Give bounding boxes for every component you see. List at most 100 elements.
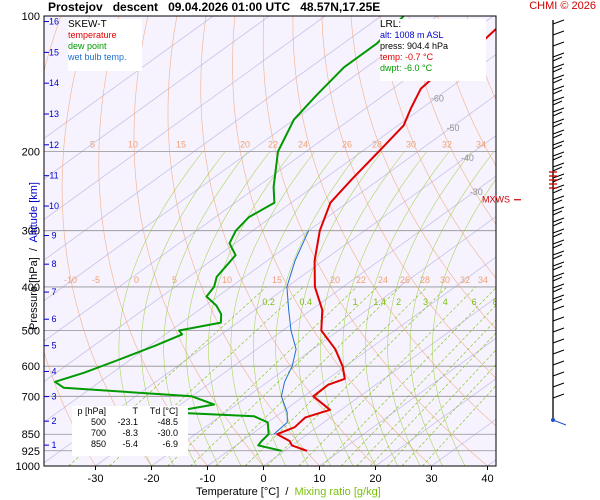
isotherm-label: -50 xyxy=(446,123,459,133)
dry-adiabat-label: 22 xyxy=(356,275,366,285)
mixing-ratio-label: 6 xyxy=(472,297,477,307)
temperature-tick-label: 30 xyxy=(425,473,437,485)
altitude-tick-label: 12 xyxy=(49,140,59,150)
level-table-row: 700 -8.3 -30.0 xyxy=(72,428,188,439)
x-axis-title: Temperature [°C] / Mixing ratio [g/kg] xyxy=(196,486,381,498)
wind-barb xyxy=(552,393,565,399)
isotherm-label: -10 °C xyxy=(507,241,533,251)
moist-adiabat-line xyxy=(365,151,450,466)
lrl-dwpt: dwpt: -6.0 °C xyxy=(380,63,433,73)
altitude-tick-label: 5 xyxy=(51,341,56,351)
dry-adiabat-label: 34 xyxy=(478,275,488,285)
wind-barb xyxy=(552,63,565,69)
isotherm-label: -30 xyxy=(470,187,483,197)
wind-barb xyxy=(552,56,563,62)
altitude-tick-label: 16 xyxy=(49,17,59,27)
mixing-ratio-line xyxy=(356,319,496,466)
mixing-ratio-label: 20 xyxy=(564,297,574,307)
pressure-tick-label: 400 xyxy=(22,282,40,294)
pressure-tick-label: 200 xyxy=(22,146,40,158)
wind-barb xyxy=(552,85,565,91)
dry-adiabat-line xyxy=(167,16,320,466)
credit-label: CHMI © 2026 xyxy=(529,0,596,12)
wind-barb xyxy=(552,217,565,223)
wind-barb xyxy=(552,338,565,344)
dry-adiabat-line xyxy=(200,16,376,466)
wind-barb xyxy=(552,283,565,289)
wind-barb xyxy=(552,151,565,157)
isotherm-line xyxy=(44,16,438,302)
level-table: p [hPa] T Td [°C] 500 -23.1 -48.5 700 -8… xyxy=(72,406,188,456)
wind-barb xyxy=(552,349,565,355)
lrl-info-box: LRL: alt: 1008 m ASL press: 904.4 hPa te… xyxy=(380,19,486,81)
wind-barb xyxy=(552,272,565,278)
mixing-ratio-line xyxy=(266,286,447,466)
dry-adiabat-label: 24 xyxy=(298,139,308,149)
moist-adiabat-line xyxy=(387,151,472,466)
table-header-td: Td [°C] xyxy=(149,406,178,416)
dry-adiabat-label: 26 xyxy=(400,275,410,285)
wind-barb xyxy=(552,327,565,333)
wind-barb xyxy=(552,96,565,102)
moist-adiabat-line xyxy=(185,151,271,466)
mixing-ratio-label: 8 xyxy=(493,297,498,307)
dry-adiabat-line xyxy=(133,16,264,466)
altitude-tick-label: 13 xyxy=(49,109,59,119)
level-table-row: 850 -5.4 -6.9 xyxy=(72,439,188,450)
altitude-tick-label: 8 xyxy=(51,259,56,269)
dry-adiabat-label: 32 xyxy=(442,139,452,149)
wind-barb xyxy=(552,140,565,146)
temperature-tick-label: 0 xyxy=(260,473,266,485)
wind-barb xyxy=(552,166,563,172)
sounding-mode: descent xyxy=(112,0,159,14)
wind-barb xyxy=(552,294,565,300)
isotherm-line xyxy=(319,337,496,466)
isotherm-line xyxy=(44,16,494,342)
plot-frame xyxy=(43,15,497,467)
mixing-ratio-line xyxy=(401,364,496,466)
mixing-ratio-line xyxy=(298,286,476,466)
altitude-tick-label: 11 xyxy=(49,171,58,181)
mixing-ratio-line xyxy=(322,287,496,466)
legend-title: SKEW-T xyxy=(68,19,107,30)
dry-adiabat-line xyxy=(583,16,600,466)
wind-barb xyxy=(552,250,565,256)
wind-barb xyxy=(552,188,563,194)
wind-barb xyxy=(552,254,563,260)
mixing-ratio-line xyxy=(68,286,267,466)
dry-adiabat-line xyxy=(262,16,488,466)
wind-barb xyxy=(552,287,563,293)
dry-adiabat-label: 24 xyxy=(378,275,388,285)
altitude-tick-label: 6 xyxy=(51,314,56,324)
mixing-ratio-line xyxy=(109,286,304,466)
table-cell-t: -23.1 xyxy=(117,417,138,427)
altitude-tick-label: 14 xyxy=(49,78,59,88)
x-axis-label-temperature: Temperature [°C] xyxy=(196,486,280,498)
wind-barb xyxy=(552,30,565,36)
wind-barb xyxy=(552,243,563,249)
dry-adiabat-label: 0 xyxy=(134,275,139,285)
lrl-title: LRL: xyxy=(380,19,402,30)
isotherm-line xyxy=(44,16,270,180)
mixing-ratio-label: 1 xyxy=(353,297,358,307)
isotherm-line xyxy=(151,216,496,466)
isotherm-line xyxy=(44,16,214,139)
wind-barb xyxy=(552,228,565,234)
dry-adiabat-label: 28 xyxy=(372,139,382,149)
legend-item-temperature: temperature xyxy=(68,30,117,40)
wind-barb xyxy=(552,107,565,113)
wind-barb xyxy=(552,52,565,58)
wind-barb xyxy=(552,316,565,322)
legend-item-dewpoint: dew point xyxy=(68,41,107,51)
isotherm-line xyxy=(544,16,600,466)
table-cell-p: 850 xyxy=(90,439,106,449)
altitude-tick-label: 1 xyxy=(51,440,56,450)
wind-barb xyxy=(552,360,565,366)
wind-barb xyxy=(552,371,565,377)
wind-barb-surface xyxy=(552,419,567,426)
dry-adiabat-label: 30 xyxy=(406,139,416,149)
dry-adiabat-label: 26 xyxy=(342,139,352,149)
wind-barb xyxy=(552,144,563,150)
legend-item-wetbulb: wet bulb temp. xyxy=(68,52,127,62)
